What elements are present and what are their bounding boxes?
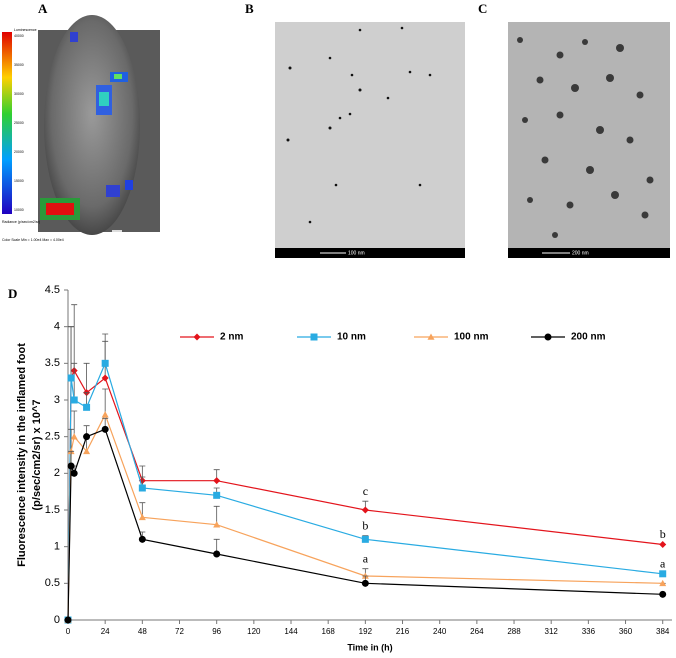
marker [361, 579, 369, 587]
x-tick-label: 360 [619, 627, 633, 636]
x-tick-label: 48 [138, 627, 147, 636]
scale-bar-label: 200 nm [572, 250, 589, 256]
marker [101, 374, 109, 382]
error-bar [102, 388, 109, 415]
x-tick-label: 0 [66, 627, 71, 636]
panel-label: C [478, 1, 487, 16]
panel-a-image [2, 15, 160, 235]
panel-label: D [8, 286, 17, 301]
y-tick-label: 2.5 [45, 431, 60, 443]
y-tick-label: 3 [54, 394, 60, 406]
x-tick-label: 144 [284, 627, 298, 636]
y-tick-label: 2 [54, 467, 60, 479]
y-axis-label: Fluorescence intensity in the inflamed f… [16, 343, 28, 567]
marker [67, 462, 75, 470]
colorbar-title: Luminescence [14, 28, 37, 32]
x-tick-label: 384 [656, 627, 670, 636]
point-label: a [363, 551, 369, 565]
marker [659, 570, 667, 578]
marker [213, 491, 221, 499]
colorbar-tick: 25000 [14, 121, 24, 125]
marker [138, 535, 146, 543]
legend-label: 2 nm [220, 332, 243, 343]
y-tick-label: 4.5 [45, 284, 60, 296]
panel-b-image [275, 22, 465, 258]
panel-c-image [508, 22, 670, 258]
legend-marker [310, 333, 318, 341]
x-tick-label: 216 [396, 627, 410, 636]
y-tick-label: 0 [54, 614, 60, 626]
marker [213, 477, 221, 485]
colorbar-tick: 40000 [14, 34, 24, 38]
marker [83, 403, 91, 411]
scale-bar-label: 100 nm [348, 250, 365, 256]
marker [64, 616, 72, 624]
colorbar-tick: 35000 [14, 63, 24, 67]
legend-marker [193, 333, 201, 341]
marker [659, 540, 667, 548]
marker [101, 359, 109, 367]
legend-label: 100 nm [454, 332, 489, 343]
marker [361, 506, 369, 514]
marker [213, 550, 221, 558]
error-bar [71, 410, 78, 437]
marker [83, 447, 91, 455]
marker [138, 513, 146, 521]
colorbar-units: Radiance (p/sec/cm2/sr) [2, 220, 40, 224]
x-tick-label: 288 [507, 627, 521, 636]
y-axis-label: (p/sec/cm2/sr) x 10^7 [31, 400, 43, 511]
marker [659, 579, 667, 587]
color-scale: Color Scale Min = 1.00e4 Max = 4.00e4 [2, 238, 64, 242]
x-tick-label: 120 [247, 627, 261, 636]
legend-marker [427, 333, 435, 340]
series-line [67, 413, 663, 621]
marker [659, 590, 667, 598]
error-bar [83, 362, 90, 393]
panel-label: A [38, 1, 48, 16]
x-tick-label: 96 [212, 627, 221, 636]
x-tick-label: 192 [359, 627, 373, 636]
x-tick-label: 72 [175, 627, 184, 636]
y-tick-label: 4 [54, 321, 60, 333]
marker [361, 535, 369, 543]
marker [101, 425, 109, 433]
x-tick-label: 24 [101, 627, 110, 636]
point-label: b [660, 527, 666, 541]
error-bar [71, 304, 78, 371]
marker [70, 469, 78, 477]
error-bar [71, 362, 78, 400]
x-axis-label: Time in (h) [347, 642, 392, 652]
marker [70, 433, 78, 440]
colorbar-tick: 30000 [14, 92, 24, 96]
y-tick-label: 1 [54, 541, 60, 553]
point-label: c [363, 484, 368, 498]
marker [67, 374, 75, 382]
marker [70, 396, 78, 404]
panel-label: B [245, 1, 254, 16]
error-bar [68, 326, 75, 378]
error-bar [68, 428, 75, 452]
y-tick-label: 0.5 [45, 577, 60, 589]
error-bar [102, 333, 109, 364]
colorbar-tick: 10000 [14, 208, 24, 212]
y-tick-label: 1.5 [45, 504, 60, 516]
point-label: a [660, 557, 666, 571]
point-label: b [362, 518, 368, 532]
colorbar-tick: 20000 [14, 150, 24, 154]
legend-label: 200 nm [571, 332, 606, 343]
legend-label: 10 nm [337, 332, 366, 343]
legend-marker [544, 333, 552, 341]
colorbar-tick: 15000 [14, 179, 24, 183]
y-tick-label: 3.5 [45, 357, 60, 369]
x-tick-label: 312 [545, 627, 559, 636]
x-tick-label: 168 [322, 627, 336, 636]
x-tick-label: 264 [470, 627, 484, 636]
x-tick-label: 240 [433, 627, 447, 636]
marker [138, 484, 146, 492]
marker [83, 433, 91, 441]
marker [213, 521, 221, 528]
x-tick-label: 336 [582, 627, 596, 636]
marker [101, 411, 109, 418]
